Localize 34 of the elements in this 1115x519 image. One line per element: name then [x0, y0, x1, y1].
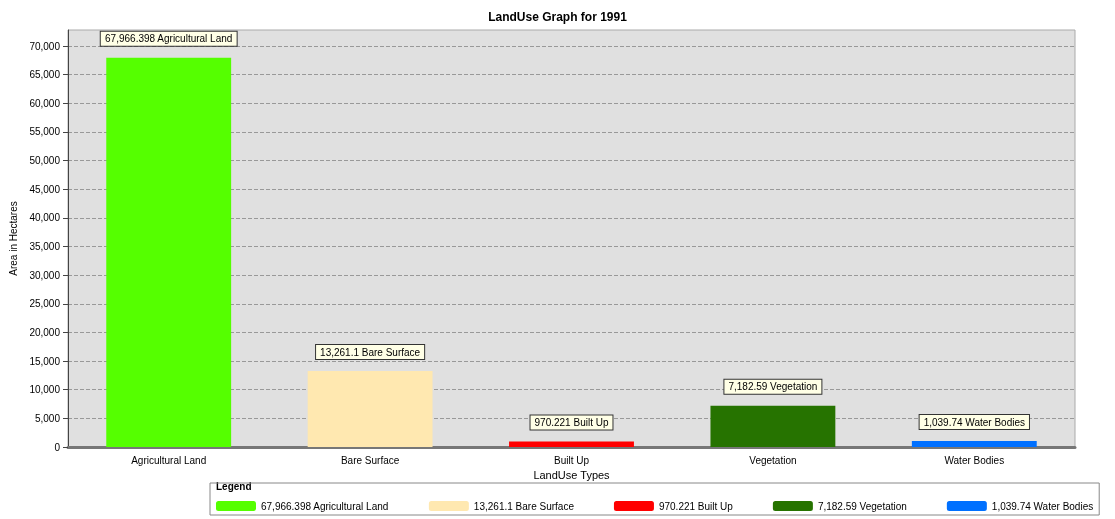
x-tick-label: Bare Surface [340, 454, 400, 466]
y-tick-label: 50,000 [29, 155, 61, 167]
data-label: 1,039.74 Water Bodies [923, 416, 1025, 428]
data-label: 13,261.1 Bare Surface [320, 346, 421, 358]
data-label: 970.221 Built Up [534, 416, 609, 428]
y-tick-label: 70,000 [29, 40, 61, 52]
y-tick-label: 20,000 [29, 326, 61, 338]
x-tick-label: Water Bodies [944, 454, 1005, 466]
y-tick-label: 35,000 [29, 241, 61, 253]
y-tick-label: 65,000 [29, 69, 61, 81]
legend-label: 67,966.398 Agricultural Land [261, 500, 389, 512]
y-tick-label: 25,000 [29, 298, 61, 310]
legend-label: 1,039.74 Water Bodies [991, 500, 1094, 512]
legend-label: 13,261.1 Bare Surface [473, 500, 575, 512]
legend-title: Legend [216, 480, 252, 492]
y-tick-label: 30,000 [29, 269, 61, 281]
y-tick-label: 40,000 [29, 212, 61, 224]
data-label: 67,966.398 Agricultural Land [105, 33, 233, 45]
x-axis-title: LandUse Types [533, 469, 611, 482]
y-tick-label: 60,000 [29, 97, 61, 109]
x-tick-label: Vegetation [749, 454, 797, 466]
y-axis-title: Area in Hectares [7, 201, 19, 276]
y-tick-label: 10,000 [29, 384, 61, 396]
y-tick-label: 0 [54, 441, 61, 453]
y-tick-label: 5,000 [34, 412, 61, 424]
data-label: 7,182.59 Vegetation [728, 381, 818, 393]
legend-label: 7,182.59 Vegetation [817, 500, 907, 512]
y-tick-label: 15,000 [29, 355, 61, 367]
y-tick-label: 45,000 [29, 183, 61, 195]
legend-label: 970.221 Built Up [658, 500, 734, 512]
x-tick-label: Agricultural Land [131, 454, 207, 466]
x-tick-label: Built Up [553, 454, 590, 466]
chart-title: LandUse Graph for 1991 [488, 10, 628, 24]
y-tick-label: 55,000 [29, 126, 61, 138]
